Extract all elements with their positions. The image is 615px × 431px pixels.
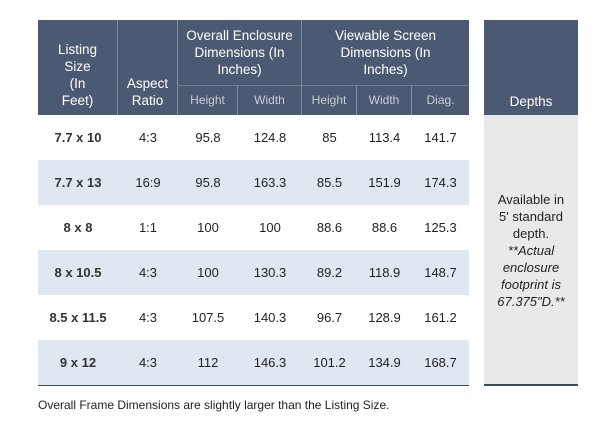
footnote: Overall Frame Dimensions are slightly la… — [38, 398, 390, 412]
table-cell: 100 — [178, 205, 238, 250]
table-cell: 88.6 — [302, 205, 357, 250]
table-rule — [38, 384, 469, 386]
depths-header: Depths — [484, 20, 578, 115]
table-cell: 141.7 — [412, 115, 469, 160]
table-cell: 107.5 — [178, 295, 238, 340]
table-cell: 95.8 — [178, 160, 238, 205]
table-cell: 125.3 — [412, 205, 469, 250]
row-label: 8 x 8 — [38, 205, 118, 250]
table-cell: 168.7 — [412, 340, 469, 385]
depths-cell: Available in 5' standard depth. **Actual… — [484, 115, 578, 385]
row-label: 7.7 x 10 — [38, 115, 118, 160]
table-cell: 4:3 — [118, 115, 178, 160]
table-cell: 89.2 — [302, 250, 357, 295]
table-cell: 85.5 — [302, 160, 357, 205]
depths-note: **Actual enclosure footprint is 67.375"D… — [497, 242, 565, 309]
table-cell: 100 — [238, 205, 302, 250]
table-cell: 4:3 — [118, 295, 178, 340]
table-cell: 128.9 — [357, 295, 412, 340]
table-cell: 151.9 — [357, 160, 412, 205]
header-cell: Listing Size (In Feet) — [38, 20, 118, 115]
table-cell: 163.3 — [238, 160, 302, 205]
table-cell: 118.9 — [357, 250, 412, 295]
header-cell: Overall Enclosure Dimensions (In Inches) — [178, 20, 302, 85]
table-cell: 148.7 — [412, 250, 469, 295]
table-cell: 101.2 — [302, 340, 357, 385]
table-cell: 95.8 — [178, 115, 238, 160]
header-cell: Aspect Ratio — [118, 20, 178, 115]
subheader-cell: Width — [357, 85, 412, 115]
depths-rule — [484, 384, 578, 386]
depths-text: Available in 5' standard depth. — [497, 191, 565, 241]
table-cell: 174.3 — [412, 160, 469, 205]
row-label: 8 x 10.5 — [38, 250, 118, 295]
table-cell: 124.8 — [238, 115, 302, 160]
table-cell: 130.3 — [238, 250, 302, 295]
table-cell: 16:9 — [118, 160, 178, 205]
table-cell: 1:1 — [118, 205, 178, 250]
table-cell: 134.9 — [357, 340, 412, 385]
subheader-cell: Diag. — [412, 85, 469, 115]
subheader-cell: Height — [302, 85, 357, 115]
header-cell: Viewable Screen Dimensions (In Inches) — [302, 20, 469, 85]
table-cell: 112 — [178, 340, 238, 385]
table-cell: 100 — [178, 250, 238, 295]
row-label: 9 x 12 — [38, 340, 118, 385]
table-cell: 85 — [302, 115, 357, 160]
table-cell: 4:3 — [118, 250, 178, 295]
table-cell: 96.7 — [302, 295, 357, 340]
table-cell: 140.3 — [238, 295, 302, 340]
row-label: 7.7 x 13 — [38, 160, 118, 205]
table-cell: 161.2 — [412, 295, 469, 340]
subheader-cell: Height — [178, 85, 238, 115]
table-cell: 146.3 — [238, 340, 302, 385]
table-cell: 88.6 — [357, 205, 412, 250]
subheader-cell: Width — [238, 85, 302, 115]
table-cell: 113.4 — [357, 115, 412, 160]
table-cell: 4:3 — [118, 340, 178, 385]
row-label: 8.5 x 11.5 — [38, 295, 118, 340]
